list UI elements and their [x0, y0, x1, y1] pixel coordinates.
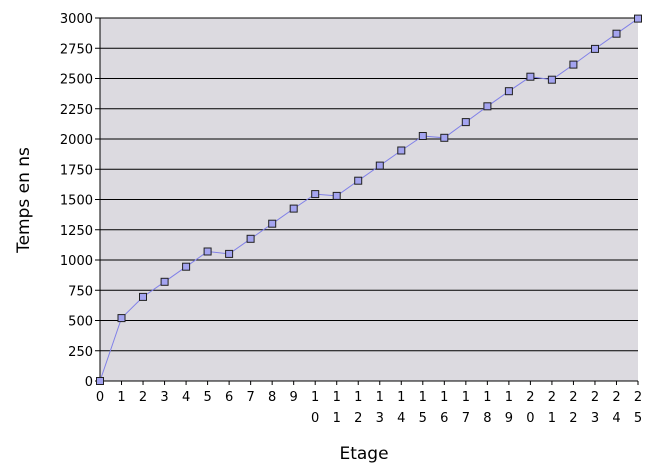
data-point	[332, 191, 341, 200]
y-tick-label: 2750	[60, 42, 93, 57]
data-point	[182, 262, 191, 271]
data-point	[354, 176, 363, 185]
y-tick-label: 1000	[60, 254, 93, 269]
y-tick-label: 1750	[60, 163, 93, 178]
x-tick-label: 2	[139, 390, 147, 405]
data-point	[203, 247, 212, 256]
data-point	[504, 87, 513, 96]
x-tick-label: 6	[225, 390, 233, 405]
x-tick-label: 4	[182, 390, 190, 405]
y-tick-label: 2250	[60, 103, 93, 118]
x-tick-label: 7	[246, 390, 254, 405]
x-tick-label: 0	[96, 390, 104, 405]
data-point	[440, 133, 449, 142]
y-axis: 0 250 500 750 1000 1250 1500 1750 2000 2250 2500 27…	[60, 12, 101, 390]
y-tick-label: 500	[68, 315, 93, 330]
data-point	[397, 146, 406, 155]
data-point	[139, 292, 147, 301]
x-tick-label: 8	[268, 390, 276, 405]
x-tick-label: 1	[117, 390, 125, 405]
data-point	[418, 132, 427, 140]
data-point	[634, 14, 642, 23]
data-point	[160, 277, 169, 286]
data-point	[117, 314, 126, 323]
y-tick-label: 2500	[60, 73, 93, 88]
data-point	[225, 249, 234, 258]
y-tick-label: 0	[85, 375, 93, 390]
data-point	[96, 377, 104, 385]
y-tick-label: 1500	[60, 194, 93, 209]
data-point	[547, 75, 556, 84]
x-tick-label: 3	[160, 390, 168, 405]
y-tick-label: 1250	[60, 224, 93, 239]
x-tick-label: 9	[290, 390, 298, 405]
y-axis-title: Temps en ns	[14, 147, 34, 254]
x-axis-title: Etage	[339, 444, 388, 464]
data-point	[268, 219, 277, 228]
y-tick-label: 250	[68, 345, 93, 360]
x-axis: 0 1 2 3 4 5 6 7 8 9 1 01 11 21 31 41 51 61 71 81 92 02 12 22 32 4…	[96, 380, 642, 426]
data-markers	[96, 14, 642, 385]
data-point	[289, 204, 298, 213]
data-point	[483, 102, 492, 111]
y-tick-label: 2000	[60, 133, 93, 148]
x-tick-label: 5	[203, 390, 211, 405]
data-point	[591, 44, 599, 53]
data-point	[246, 234, 255, 243]
y-tick-label: 750	[68, 284, 93, 299]
data-point	[569, 60, 578, 69]
y-tick-label: 3000	[60, 12, 93, 27]
data-point	[375, 161, 384, 170]
data-point	[612, 29, 621, 38]
data-point	[461, 118, 470, 127]
data-point	[526, 72, 535, 81]
data-point	[311, 190, 320, 199]
